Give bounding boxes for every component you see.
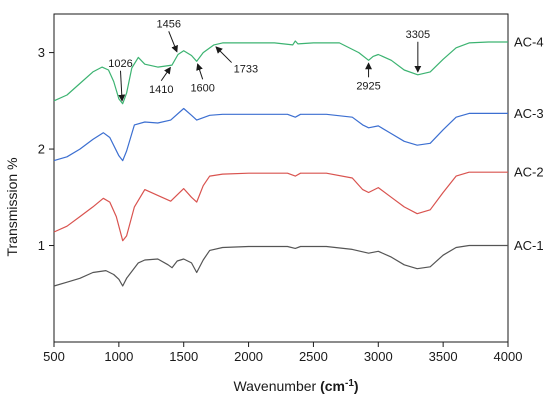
x-tick-label: 1000 xyxy=(104,349,133,364)
series-label-ac-2: AC-2 xyxy=(514,165,544,180)
annotation-arrow-1733 xyxy=(215,46,232,63)
x-tick-label: 2500 xyxy=(299,349,328,364)
x-tick-label: 2000 xyxy=(234,349,263,364)
y-tick-label: 2 xyxy=(38,142,45,157)
y-axis-title: Transmission % xyxy=(4,157,20,256)
annotation-label-3305: 3305 xyxy=(406,29,430,41)
annotation-arrow-1026 xyxy=(118,70,126,102)
annotation-label-1410: 1410 xyxy=(149,84,173,96)
annotation-arrow-1410 xyxy=(160,66,171,82)
x-tick-label: 4000 xyxy=(494,349,523,364)
series-line-ac-1 xyxy=(53,244,508,287)
x-axis-unit: cm xyxy=(325,378,345,394)
x-tick-label: 500 xyxy=(43,349,65,364)
annotation-label-1026: 1026 xyxy=(108,58,132,70)
plot-area-frame xyxy=(53,13,509,343)
annotation-arrow-1600 xyxy=(196,63,204,80)
x-tick-label: 3000 xyxy=(364,349,393,364)
y-tick-label: 1 xyxy=(38,238,45,253)
annotation-label-1600: 1600 xyxy=(190,82,214,94)
x-axis-title-main: Wavenumber xyxy=(233,378,316,394)
series-line-ac-3 xyxy=(53,107,508,162)
x-tick-label: 1500 xyxy=(169,349,198,364)
series-label-ac-3: AC-3 xyxy=(514,106,544,121)
x-axis-unit-exp: -1 xyxy=(345,378,354,389)
annotation-label-2925: 2925 xyxy=(356,80,380,92)
x-axis-title: Wavenumber (cm-1) xyxy=(233,378,358,394)
series-label-ac-4: AC-4 xyxy=(514,34,544,49)
x-axis-unit-open: ( xyxy=(320,378,325,394)
series-line-ac-2 xyxy=(53,171,508,242)
annotation-label-1733: 1733 xyxy=(234,64,258,76)
x-axis-unit-close: ) xyxy=(354,378,359,394)
x-tick-label: 3500 xyxy=(429,349,458,364)
series-line-ac-4 xyxy=(53,40,508,105)
annotation-label-1456: 1456 xyxy=(156,18,180,30)
series-label-ac-1: AC-1 xyxy=(514,238,544,253)
y-tick-label: 3 xyxy=(38,45,45,60)
annotation-arrow-1456 xyxy=(168,31,178,53)
